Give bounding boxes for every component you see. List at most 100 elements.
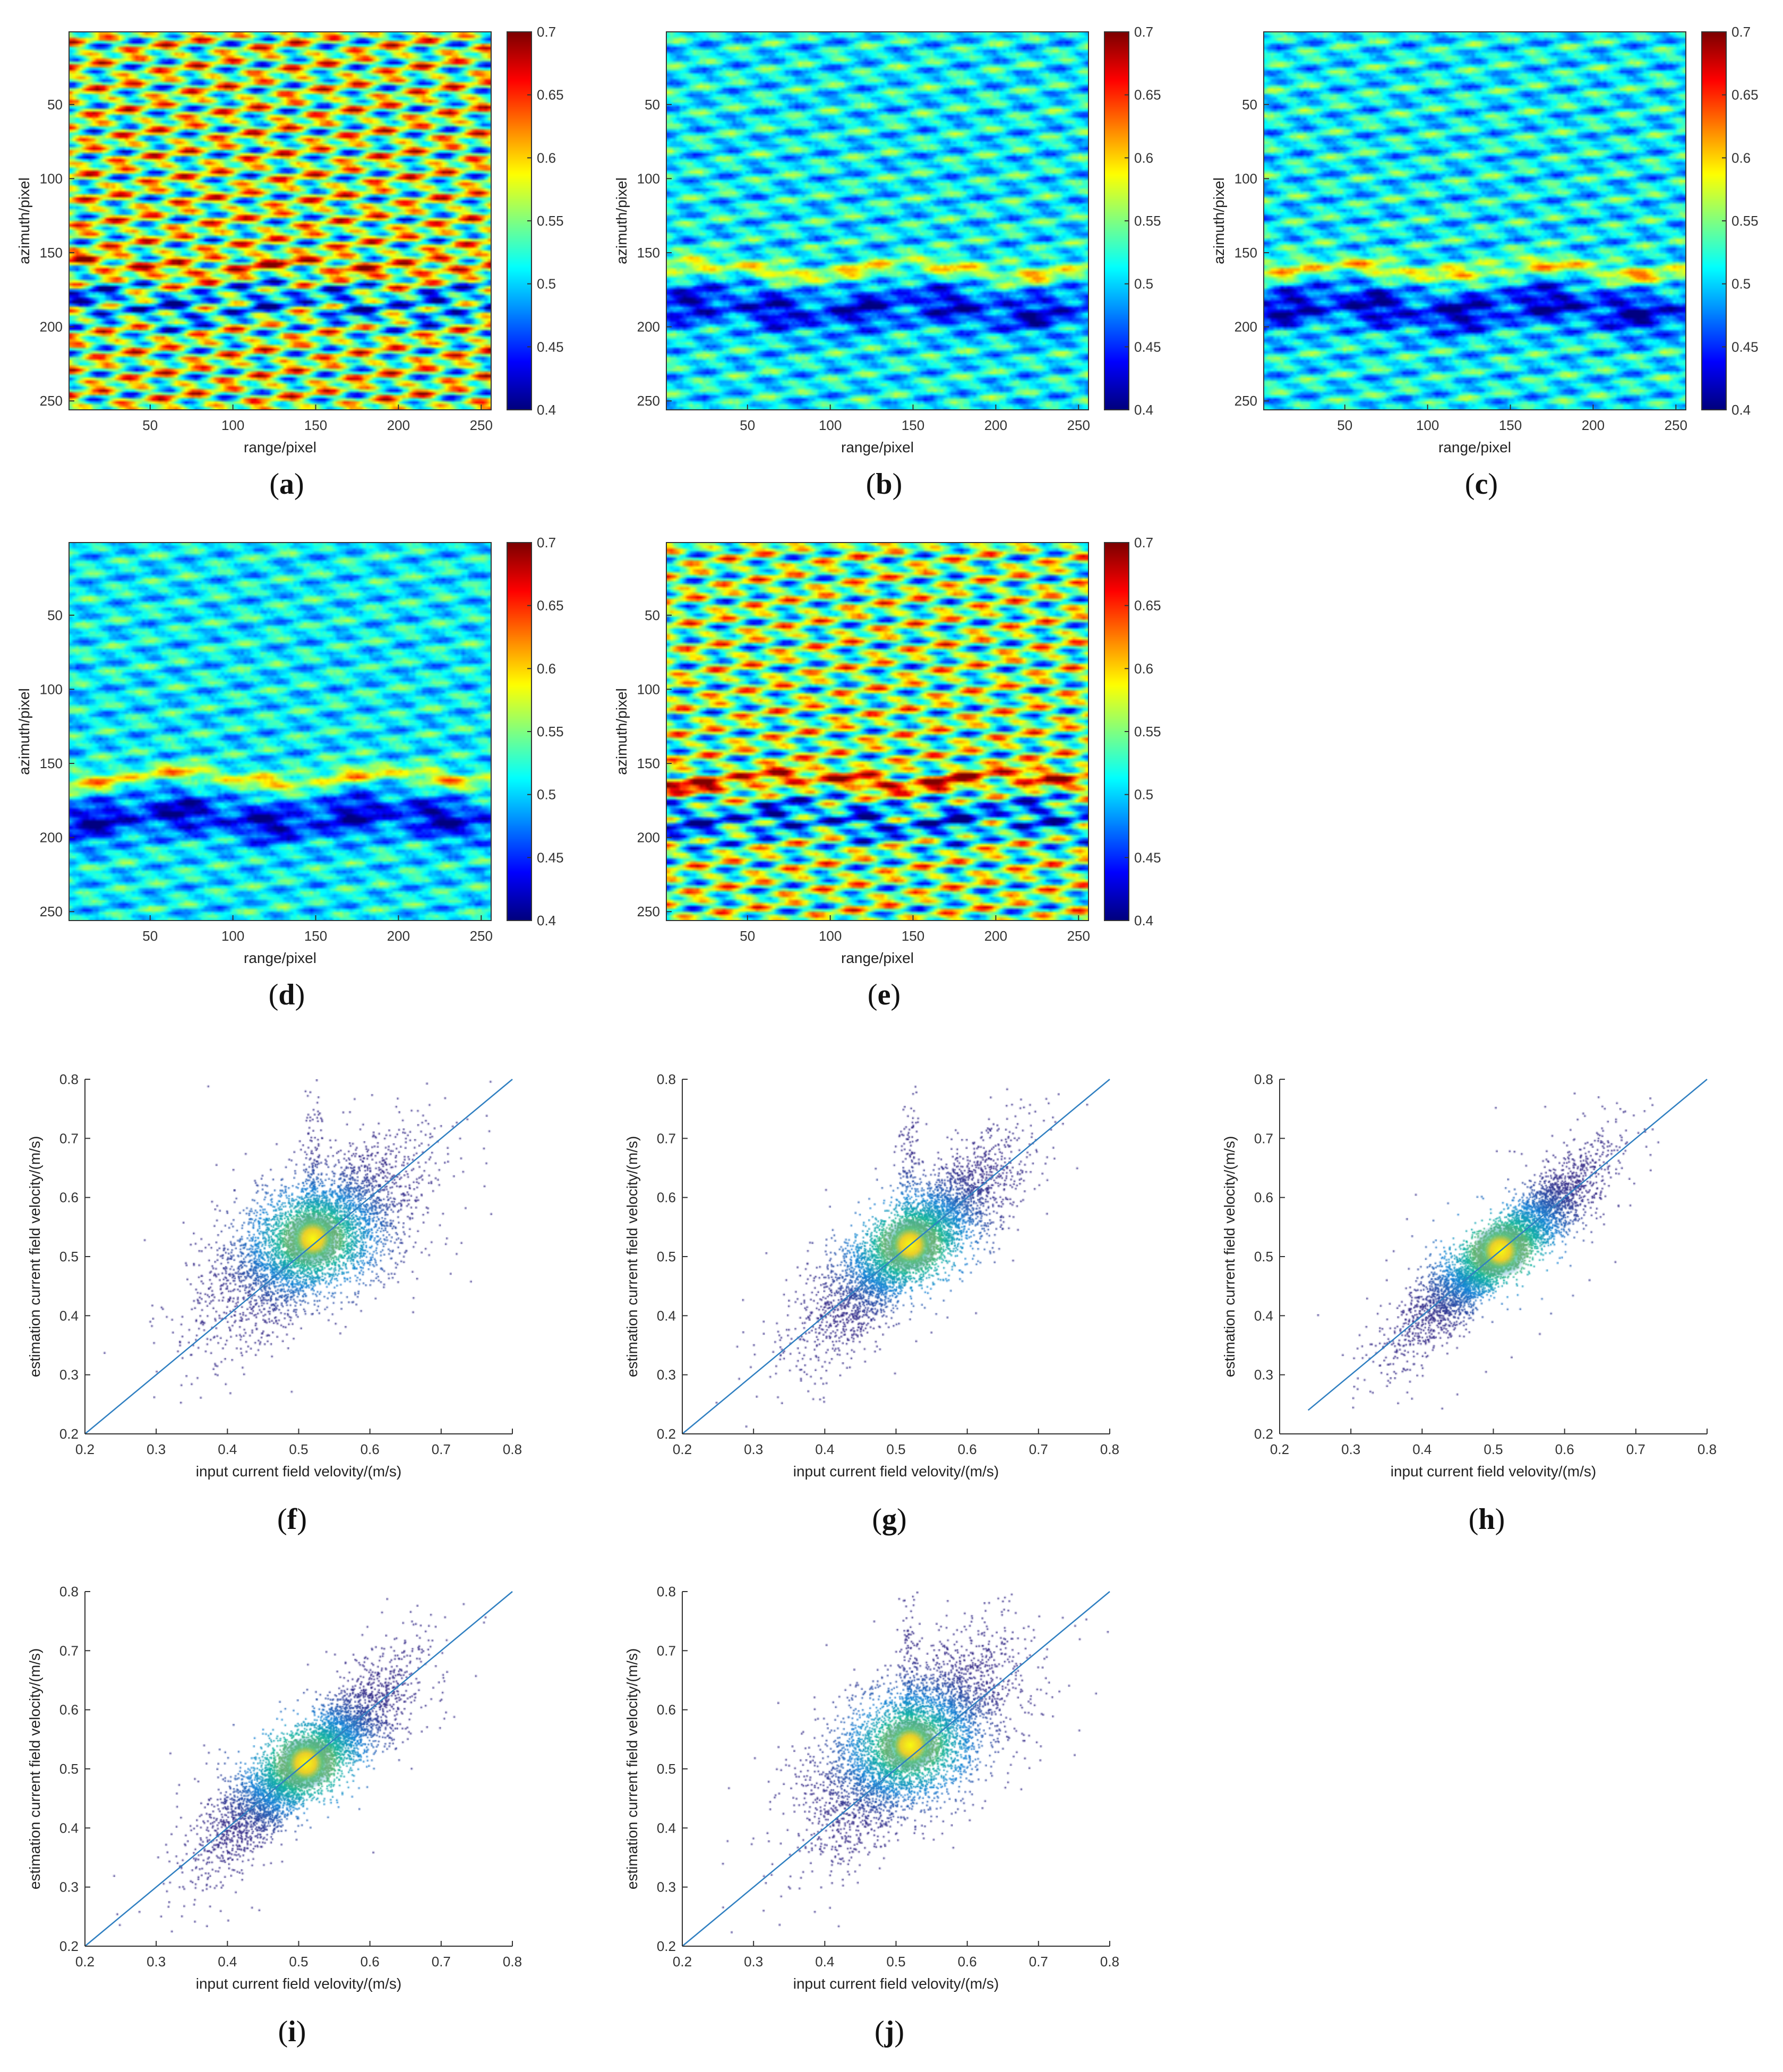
heatmap-panel-a: 50 100 150 200 250 50 100 150 200 250 0.4 0.45 0.5 0.… <box>0 0 584 478</box>
y-tick-label: 100 <box>40 170 63 186</box>
x-tick-label: 250 <box>1665 417 1687 433</box>
x-axis-label: input current field velovity/(m/s) <box>793 1463 999 1480</box>
y-tick-label: 0.4 <box>59 1820 79 1836</box>
y-tick-label: 0.3 <box>657 1367 676 1383</box>
y-tick-label: 0.4 <box>1254 1308 1273 1323</box>
x-axis-label: input current field velovity/(m/s) <box>196 1463 401 1480</box>
heatmap-image <box>69 32 491 410</box>
caption-open-paren: ( <box>867 978 878 1011</box>
y-tick-label: 0.7 <box>59 1130 79 1146</box>
x-tick-label: 0.3 <box>744 1441 763 1457</box>
colorbar-tick-label: 0.7 <box>537 24 556 40</box>
caption-close-paren: ) <box>890 978 901 1011</box>
y-tick-label: 0.7 <box>657 1130 676 1146</box>
scatter-axes: 0.2 0.3 0.4 0.5 0.6 0.7 0.8 0.2 0.3 0.4 0.5 0.6 0.7 0… <box>624 1071 1119 1480</box>
x-axis-label: range/pixel <box>841 950 914 966</box>
x-tick-label: 150 <box>1499 417 1522 433</box>
y-axis-label: estimation current field velocity/(m/s) <box>1221 1136 1238 1377</box>
y-tick-label: 150 <box>637 245 660 261</box>
colorbar-tick-label: 0.7 <box>1134 24 1153 40</box>
colorbar-tick-label: 0.6 <box>1731 150 1751 166</box>
colorbar-tick-label: 0.55 <box>537 724 564 740</box>
y-tick-label: 250 <box>1235 393 1257 409</box>
x-tick-label: 0.4 <box>815 1954 834 1970</box>
colorbar-tick-label: 0.4 <box>1134 402 1153 418</box>
x-tick-label: 0.5 <box>1484 1441 1503 1457</box>
plot-frame <box>666 542 1089 921</box>
caption-b: (b) <box>842 467 927 501</box>
x-tick-label: 0.4 <box>218 1954 237 1970</box>
colorbar-tick-label: 0.65 <box>1134 598 1161 614</box>
x-axis-label: range/pixel <box>1438 439 1511 455</box>
x-tick-label: 100 <box>221 928 244 944</box>
x-axis-label: input current field velovity/(m/s) <box>793 1975 999 1992</box>
plot-frame <box>666 31 1089 410</box>
heatmap-axes: 50 100 150 200 250 50 100 150 200 250 0.4 0.45 0.5 0.… <box>613 24 1161 455</box>
heatmap-axes: 50 100 150 200 250 50 100 150 200 250 0.4 0.45 0.5 0.… <box>613 535 1161 966</box>
caption-h: (h) <box>1444 1502 1529 1536</box>
y-tick-label: 0.6 <box>59 1190 79 1206</box>
y-axis-label: azimuth/pixel <box>16 177 32 264</box>
y-tick-label: 100 <box>637 681 660 697</box>
x-tick-label: 150 <box>304 928 327 944</box>
caption-close-paren: ) <box>1488 468 1498 501</box>
y-tick-label: 250 <box>637 904 660 919</box>
x-tick-label: 50 <box>1337 417 1352 433</box>
y-tick-label: 0.3 <box>1254 1367 1273 1383</box>
caption-close-paren: ) <box>297 1503 307 1536</box>
scatter-axes: 0.2 0.3 0.4 0.5 0.6 0.7 0.8 0.2 0.3 0.4 0.5 0.6 0.7 0… <box>1221 1071 1717 1480</box>
y-axis-label: azimuth/pixel <box>613 688 630 775</box>
y-axis-label: azimuth/pixel <box>613 177 630 264</box>
y-tick-label: 0.2 <box>1254 1426 1273 1442</box>
y-tick-label: 50 <box>645 607 660 623</box>
colorbar-tick-label: 0.55 <box>1134 724 1161 740</box>
caption-open-paren: ( <box>269 468 279 501</box>
heatmap-axes: 50 100 150 200 250 50 100 150 200 250 0.4 0.45 0.5 0.… <box>16 535 564 966</box>
colorbar-tick-label: 0.65 <box>1731 87 1759 103</box>
y-tick-label: 0.2 <box>657 1938 676 1954</box>
caption-close-paren: ) <box>296 2015 306 2048</box>
x-tick-label: 0.8 <box>1100 1441 1119 1457</box>
heatmap-panel-d: 50 100 150 200 250 50 100 150 200 250 0.4 0.45 0.5 0.… <box>0 511 584 988</box>
y-tick-label: 50 <box>1242 97 1257 113</box>
caption-j: (j) <box>847 2015 932 2049</box>
x-tick-label: 150 <box>902 928 924 944</box>
y-tick-label: 150 <box>40 245 63 261</box>
y-axis-label: estimation current field velocity/(m/s) <box>624 1648 640 1889</box>
y-axis-label: azimuth/pixel <box>16 688 32 775</box>
y-tick-label: 0.4 <box>657 1820 676 1836</box>
colorbar-tick-label: 0.55 <box>1731 213 1759 229</box>
scatter-panel-j: 0.2 0.3 0.4 0.5 0.6 0.7 0.8 0.2 0.3 0.4 0.5 0.6 0.7 0… <box>597 1534 1181 2044</box>
colorbar-tick-label: 0.5 <box>537 276 556 292</box>
colorbar-tick-label: 0.55 <box>1134 213 1161 229</box>
colorbar-tick-label: 0.65 <box>1134 87 1161 103</box>
caption-open-paren: ( <box>277 1503 287 1536</box>
x-tick-label: 0.2 <box>673 1954 692 1970</box>
colorbar-tick-label: 0.7 <box>1731 24 1751 40</box>
y-tick-label: 0.2 <box>657 1426 676 1442</box>
y-tick-label: 50 <box>645 97 660 113</box>
x-tick-label: 0.7 <box>432 1441 451 1457</box>
caption-c: (c) <box>1439 467 1524 501</box>
x-tick-label: 150 <box>902 417 924 433</box>
colorbar-tick-label: 0.4 <box>1731 402 1751 418</box>
x-tick-label: 0.3 <box>147 1954 166 1970</box>
y-tick-label: 0.6 <box>657 1702 676 1718</box>
x-tick-label: 0.7 <box>1029 1441 1048 1457</box>
colorbar-tick-label: 0.55 <box>537 213 564 229</box>
x-tick-label: 50 <box>740 928 755 944</box>
colorbar-tick-label: 0.5 <box>1731 276 1751 292</box>
caption-close-paren: ) <box>892 468 903 501</box>
x-tick-label: 200 <box>387 417 410 433</box>
heatmap-image <box>666 32 1088 410</box>
colorbar-tick-label: 0.6 <box>1134 150 1153 166</box>
y-tick-label: 200 <box>40 319 63 335</box>
caption-letter: i <box>288 2015 296 2048</box>
x-tick-label: 200 <box>387 928 410 944</box>
y-axis-label: estimation current field velocity/(m/s) <box>27 1648 43 1889</box>
caption-open-paren: ( <box>872 1503 882 1536</box>
caption-i: (i) <box>250 2015 335 2049</box>
colorbar-tick-label: 0.65 <box>537 598 564 614</box>
caption-letter: g <box>882 1503 897 1536</box>
y-tick-label: 0.8 <box>657 1071 676 1087</box>
